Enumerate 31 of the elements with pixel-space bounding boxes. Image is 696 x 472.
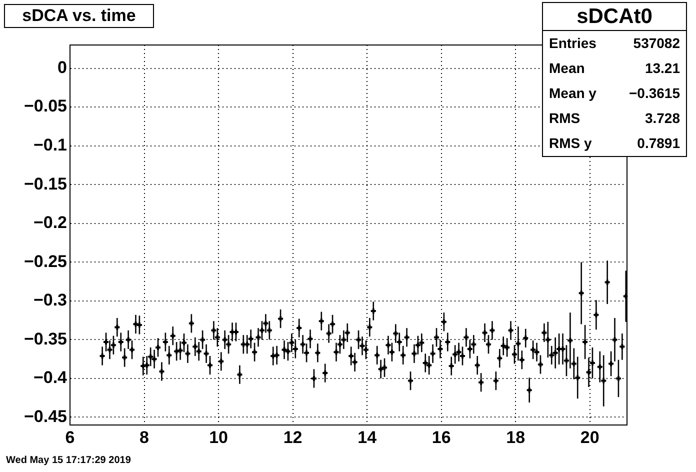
x-tick-label: 10 xyxy=(209,428,228,447)
y-tick-label: −0.25 xyxy=(24,252,67,271)
y-tick-label: −0.45 xyxy=(24,406,67,426)
text: 13.21 xyxy=(644,59,680,78)
y-tick-label: −0.15 xyxy=(24,174,67,194)
text: 0.7891 xyxy=(637,134,680,153)
annotation: Mean y xyxy=(549,84,596,103)
annotation: Entries xyxy=(549,34,596,53)
y-tick-label: −0.2 xyxy=(33,213,67,232)
y-tick-label: −0.4 xyxy=(33,368,68,388)
text: sDCAt0 xyxy=(543,3,686,31)
x-tick-label: 12 xyxy=(283,428,302,447)
chart-title: sDCA vs. time xyxy=(4,4,154,28)
y-tick-label: −0.35 xyxy=(24,329,67,348)
y-tick-label: 0 xyxy=(58,58,67,77)
x-tick-label: 8 xyxy=(140,428,149,447)
text: −0.3615 xyxy=(629,84,680,103)
y-tick-label: −0.1 xyxy=(33,136,67,155)
y-tick-label: −0.05 xyxy=(24,96,67,116)
annotation: RMS y xyxy=(549,134,592,153)
text: 537082 xyxy=(633,34,680,53)
x-tick-label: 16 xyxy=(432,428,451,447)
x-tick-label: 14 xyxy=(358,428,378,447)
x-tick-label: 18 xyxy=(506,428,526,447)
y-tick-label: −0.3 xyxy=(33,290,67,310)
text: 3.728 xyxy=(644,109,680,128)
x-tick-label: 20 xyxy=(580,428,600,447)
text: Wed May 15 17:17:29 2019 xyxy=(6,455,131,466)
x-tick-label: 6 xyxy=(65,428,75,447)
annotation: Mean xyxy=(549,59,585,78)
annotation: RMS xyxy=(549,109,580,128)
